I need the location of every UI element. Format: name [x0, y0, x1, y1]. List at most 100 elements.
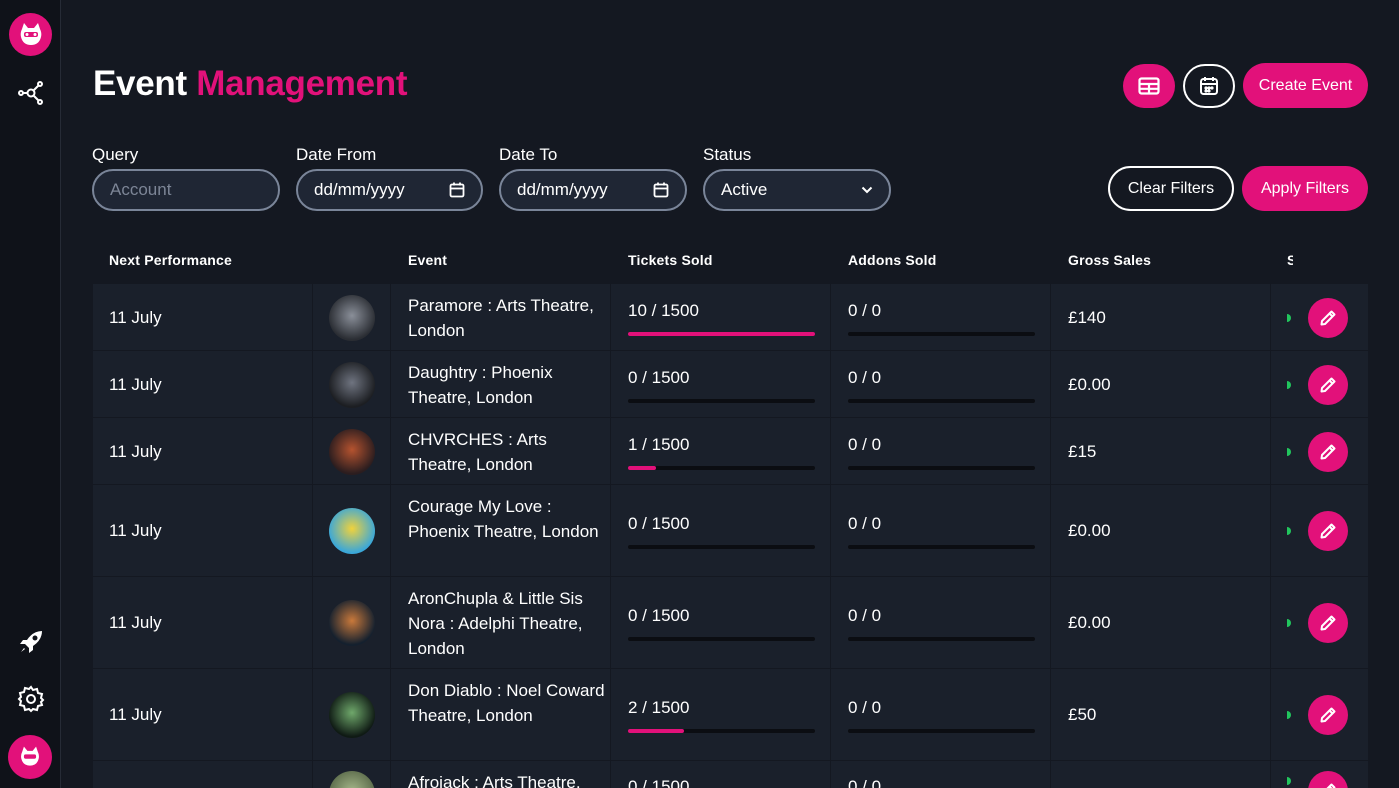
status-indicator — [1287, 527, 1291, 535]
tickets-sold: 0 / 1500 — [628, 514, 690, 533]
addons-sold: 0 / 0 — [848, 777, 882, 788]
tickets-progress-bar — [628, 332, 815, 336]
col-event[interactable]: Event — [408, 252, 448, 268]
tickets-progress-bar — [628, 399, 815, 403]
tickets-progress-fill — [628, 332, 815, 336]
cell-divider — [93, 669, 313, 760]
date-to-input[interactable]: dd/mm/yyyy — [499, 169, 687, 211]
edit-event-button[interactable] — [1308, 771, 1348, 788]
table-header: Next Performance Event Tickets Sold Addo… — [93, 252, 1368, 272]
edit-event-button[interactable] — [1308, 298, 1348, 338]
tickets-sold: 0 / 1500 — [628, 777, 690, 788]
table-icon — [1138, 77, 1160, 95]
table-row[interactable]: 11 July Paramore : Arts Theatre, London 10… — [93, 284, 1368, 351]
col-status[interactable]: S — [1287, 252, 1293, 268]
cell-divider — [313, 669, 391, 760]
query-input[interactable]: Account — [92, 169, 280, 211]
gross-sales: £50 — [1068, 705, 1097, 724]
calendar-view-button[interactable] — [1183, 64, 1235, 108]
cell-divider — [611, 418, 831, 484]
event-name[interactable]: Daughtry : Phoenix Theatre, London — [408, 363, 553, 407]
tickets-progress-bar — [628, 637, 815, 641]
addons-sold: 0 / 0 — [848, 514, 882, 533]
pencil-icon — [1326, 783, 1336, 788]
gross-sales: £0.00 — [1068, 613, 1111, 632]
table-row[interactable]: Afrojack : Arts Theatre, 0 / 1500 0 / 0 — [93, 761, 1368, 788]
cell-divider — [611, 351, 831, 417]
cell-divider — [313, 485, 391, 576]
col-tickets-sold[interactable]: Tickets Sold — [628, 252, 713, 268]
cell-divider — [93, 577, 313, 668]
gross-sales: £0.00 — [1068, 521, 1111, 540]
tickets-sold: 0 / 1500 — [628, 606, 690, 625]
cell-divider — [93, 351, 313, 417]
event-name[interactable]: CHVRCHES : Arts Theatre, London — [408, 430, 547, 474]
cell-divider — [313, 577, 391, 668]
status-select[interactable]: Active — [703, 169, 891, 211]
cell-divider — [391, 761, 611, 788]
date-from-value: dd/mm/yyyy — [314, 180, 405, 199]
cell-divider — [1051, 351, 1271, 417]
table-row[interactable]: 11 July Courage My Love : Phoenix Theatre… — [93, 485, 1368, 577]
edit-event-button[interactable] — [1308, 511, 1348, 551]
create-event-button[interactable]: Create Event — [1243, 63, 1368, 108]
addons-sold: 0 / 0 — [848, 301, 882, 320]
next-performance-date: 11 July — [109, 705, 162, 724]
apply-filters-button[interactable]: Apply Filters — [1242, 166, 1368, 211]
edit-event-button[interactable] — [1308, 603, 1348, 643]
addons-progress-bar — [848, 466, 1035, 470]
cell-divider — [391, 351, 611, 417]
clear-filters-button[interactable]: Clear Filters — [1108, 166, 1234, 211]
date-from-input[interactable]: dd/mm/yyyy — [296, 169, 483, 211]
event-name[interactable]: Afrojack : Arts Theatre, — [408, 773, 581, 788]
cat-logo-icon[interactable] — [9, 13, 52, 56]
edit-event-button[interactable] — [1308, 365, 1348, 405]
event-thumbnail — [329, 508, 375, 554]
table-row[interactable]: 11 July Don Diablo : Noel Coward Theatre,… — [93, 669, 1368, 761]
status-indicator — [1287, 314, 1291, 322]
tickets-progress-bar — [628, 545, 815, 549]
event-thumbnail — [329, 600, 375, 646]
rocket-icon[interactable] — [15, 626, 46, 657]
status-label: Status — [703, 145, 752, 164]
event-name[interactable]: Paramore : Arts Theatre, London — [408, 296, 594, 340]
cell-divider — [831, 669, 1051, 760]
status-indicator — [1287, 777, 1291, 785]
network-nodes-icon[interactable] — [15, 77, 46, 108]
pencil-icon — [1320, 377, 1336, 393]
event-thumbnail — [329, 429, 375, 475]
table-view-button[interactable] — [1123, 64, 1175, 108]
tickets-progress-fill — [628, 466, 657, 470]
event-name[interactable]: Courage My Love : Phoenix Theatre, Londo… — [408, 497, 599, 541]
calendar-picker-icon[interactable] — [449, 182, 465, 198]
edit-event-button[interactable] — [1308, 432, 1348, 472]
addons-progress-bar — [848, 637, 1035, 641]
query-label: Query — [92, 145, 139, 164]
events-table: 11 July Paramore : Arts Theatre, London 10… — [93, 284, 1368, 788]
table-row[interactable]: 11 July CHVRCHES : Arts Theatre, London 1 … — [93, 418, 1368, 485]
addons-sold: 0 / 0 — [848, 368, 882, 387]
cell-divider — [611, 577, 831, 668]
cell-divider — [391, 485, 611, 576]
addons-sold: 0 / 0 — [848, 698, 882, 717]
tickets-sold: 1 / 1500 — [628, 435, 690, 454]
next-performance-date: 11 July — [109, 521, 162, 540]
edit-event-button[interactable] — [1308, 695, 1348, 735]
col-addons-sold[interactable]: Addons Sold — [848, 252, 937, 268]
table-row[interactable]: 11 July AronChupla & Little Sis Nora : Ad… — [93, 577, 1368, 669]
cell-divider — [1051, 577, 1271, 668]
next-performance-date: 11 July — [109, 375, 162, 394]
status-indicator — [1287, 381, 1291, 389]
next-performance-date: 11 July — [109, 308, 162, 327]
calendar-picker-icon[interactable] — [653, 182, 669, 198]
status-indicator — [1287, 711, 1291, 719]
pencil-icon — [1320, 444, 1336, 460]
table-row[interactable]: 11 July Daughtry : Phoenix Theatre, Londo… — [93, 351, 1368, 418]
gear-icon[interactable] — [15, 683, 46, 714]
col-gross-sales[interactable]: Gross Sales — [1068, 252, 1152, 268]
event-name[interactable]: AronChupla & Little Sis Nora : Adelphi T… — [408, 589, 583, 658]
col-next-performance[interactable]: Next Performance — [109, 252, 233, 268]
user-avatar[interactable] — [8, 735, 52, 779]
event-name[interactable]: Don Diablo : Noel Coward Theatre, London — [408, 681, 605, 725]
cell-divider — [1051, 761, 1271, 788]
